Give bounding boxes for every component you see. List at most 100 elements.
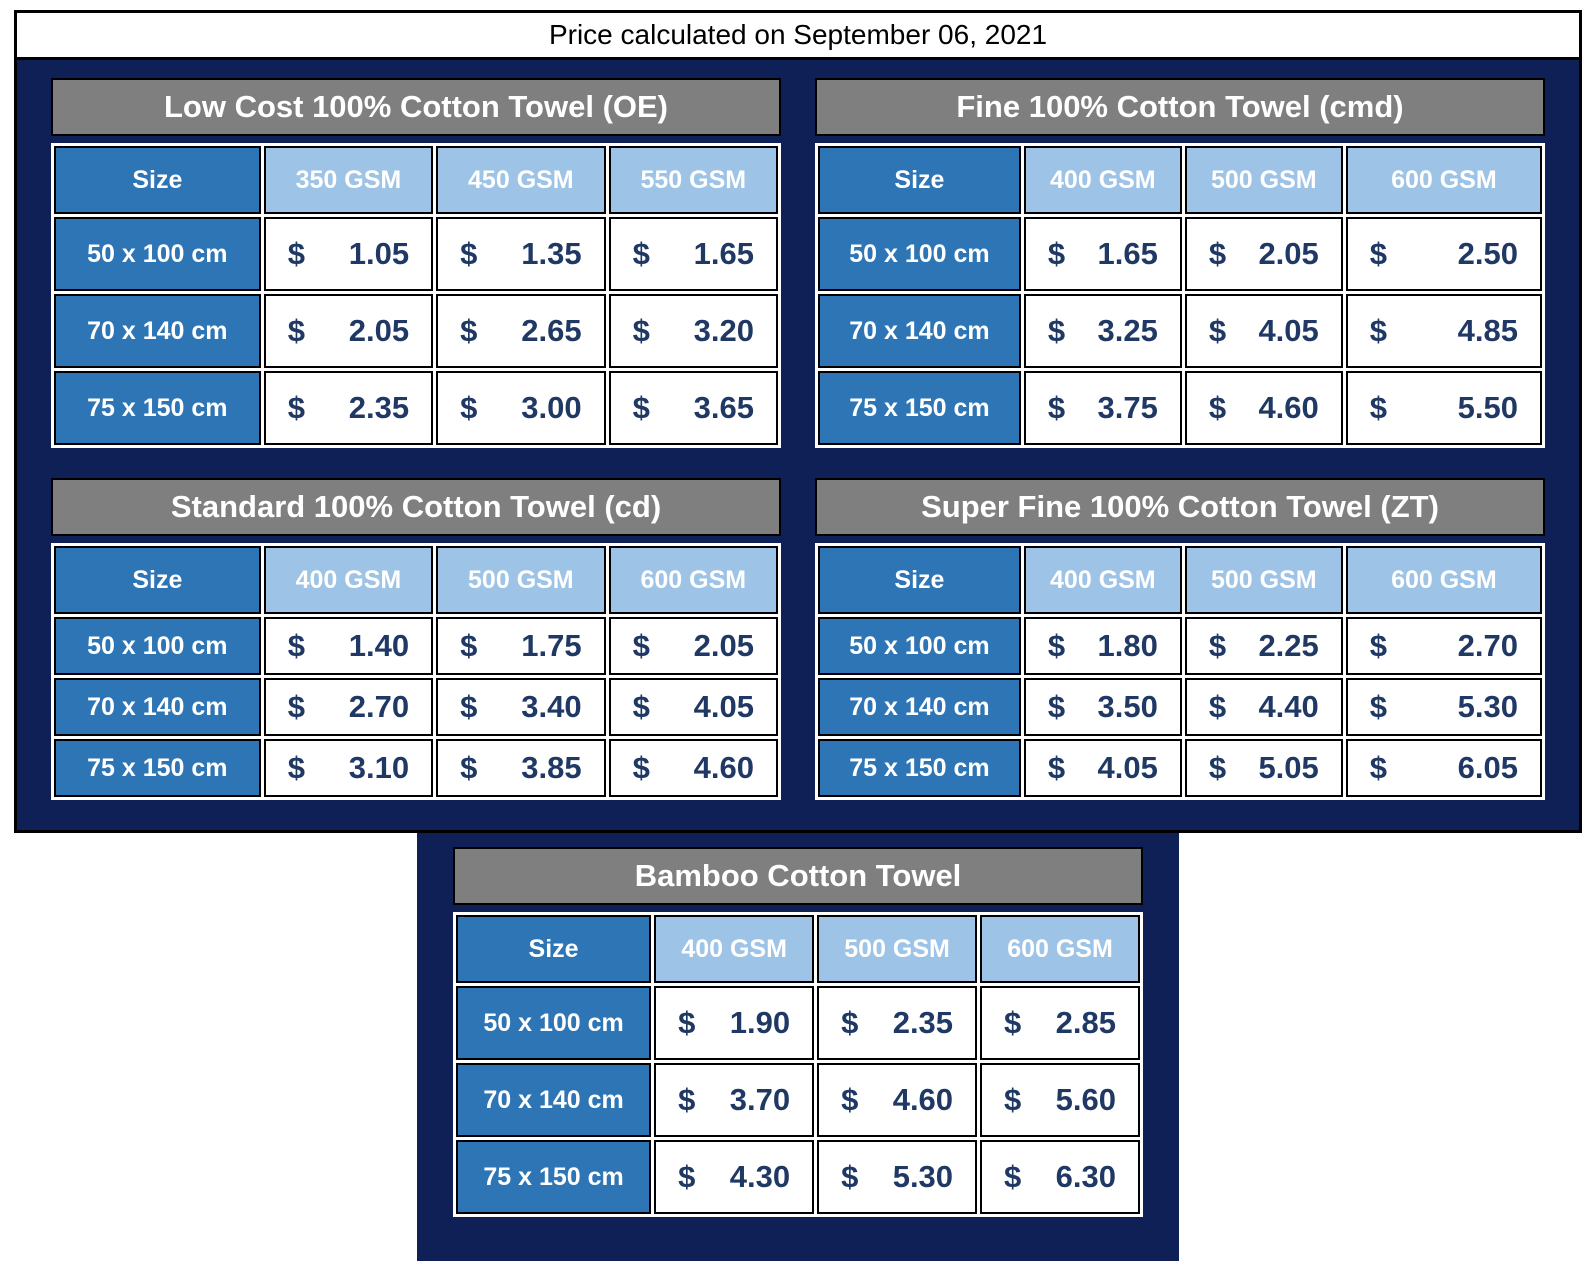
price-cell: $5.30 [1345,678,1542,736]
currency-symbol: $ [460,390,478,425]
currency-symbol: $ [287,750,305,785]
gsm-column-header: 450 GSM [436,146,606,214]
price-value: 4.60 [892,1082,954,1117]
price-cell: $1.35 [436,217,606,291]
size-cell: 70 x 140 cm [818,678,1021,736]
price-value: 4.05 [1258,313,1319,348]
price-cell: $2.85 [980,986,1140,1060]
gsm-column-header: 600 GSM [1345,146,1542,214]
currency-symbol: $ [460,750,478,785]
currency-symbol: $ [678,1005,696,1040]
price-cell: $3.20 [608,294,778,368]
size-cell: 75 x 150 cm [818,371,1021,445]
price-value: 3.70 [729,1082,791,1117]
price-cell: $4.60 [1184,371,1343,445]
table-title: Super Fine 100% Cotton Towel (ZT) [815,478,1545,536]
currency-symbol: $ [841,1159,859,1194]
price-value: 3.65 [693,390,754,425]
currency-symbol: $ [841,1082,859,1117]
table-fine-cotton: Fine 100% Cotton Towel (cmd) Size 400 GSM 5… [815,78,1545,448]
gsm-column-header: 400 GSM [1023,146,1182,214]
size-column-header: Size [818,146,1021,214]
price-value: 2.65 [521,313,582,348]
currency-symbol: $ [1369,689,1388,724]
price-value: 4.85 [1457,313,1518,348]
price-value: 2.05 [1258,236,1319,271]
currency-symbol: $ [1004,1005,1022,1040]
gsm-column-header: 600 GSM [608,546,778,614]
price-grid: Size 400 GSM 500 GSM 600 GSM 50 x 100 cm $1.9… [453,912,1143,1217]
table-super-fine-cotton: Super Fine 100% Cotton Towel (ZT) Size 400… [815,478,1545,800]
size-cell: 75 x 150 cm [54,739,261,797]
size-cell: 50 x 100 cm [54,217,261,291]
price-cell: $2.50 [1345,217,1542,291]
price-cell: $1.65 [1023,217,1182,291]
size-column-header: Size [54,146,261,214]
price-value: 4.05 [693,689,754,724]
currency-symbol: $ [287,313,305,348]
currency-symbol: $ [460,236,478,271]
gsm-column-header: 500 GSM [817,915,978,983]
currency-symbol: $ [1208,313,1227,348]
price-cell: $1.80 [1023,617,1182,675]
price-value: 5.50 [1457,390,1518,425]
price-cell: $5.30 [817,1140,978,1214]
price-value: 3.85 [521,750,582,785]
table-title: Fine 100% Cotton Towel (cmd) [815,78,1545,136]
currency-symbol: $ [1208,390,1227,425]
table-title: Standard 100% Cotton Towel (cd) [51,478,781,536]
size-cell: 75 x 150 cm [54,371,261,445]
table-title: Low Cost 100% Cotton Towel (OE) [51,78,781,136]
price-value: 2.70 [348,689,410,724]
price-value: 3.50 [1097,689,1158,724]
price-value: 3.25 [1097,313,1158,348]
price-value: 2.50 [1457,236,1518,271]
date-banner: Price calculated on September 06, 2021 [14,10,1582,60]
price-cell: $4.60 [817,1063,978,1137]
price-cell: $1.05 [263,217,434,291]
size-cell: 50 x 100 cm [54,617,261,675]
size-cell: 50 x 100 cm [818,617,1021,675]
price-value: 5.30 [1457,689,1518,724]
currency-symbol: $ [1047,390,1066,425]
currency-symbol: $ [632,689,650,724]
gsm-column-header: 500 GSM [1184,146,1343,214]
price-value: 3.40 [521,689,582,724]
currency-symbol: $ [1369,313,1388,348]
price-cell: $1.90 [654,986,815,1060]
gsm-column-header: 550 GSM [608,146,778,214]
price-value: 6.05 [1457,750,1518,785]
price-value: 2.35 [348,390,410,425]
price-cell: $3.70 [654,1063,815,1137]
size-cell: 50 x 100 cm [818,217,1021,291]
price-cell: $6.05 [1345,739,1542,797]
price-cell: $3.00 [436,371,606,445]
gsm-column-header: 600 GSM [1345,546,1542,614]
bamboo-panel: Bamboo Cotton Towel Size 400 GSM 500 GSM 600… [417,833,1179,1261]
size-cell: 70 x 140 cm [456,1063,652,1137]
price-grid: Size 350 GSM 450 GSM 550 GSM 50 x 100 cm $1.0… [51,143,781,448]
size-cell: 70 x 140 cm [54,294,261,368]
main-board: Low Cost 100% Cotton Towel (OE) Size 350 G… [14,60,1582,833]
price-value: 2.35 [892,1005,954,1040]
size-column-header: Size [54,546,261,614]
gsm-column-header: 500 GSM [1184,546,1343,614]
price-value: 1.65 [693,236,754,271]
gsm-column-header: 600 GSM [980,915,1140,983]
currency-symbol: $ [841,1005,859,1040]
price-value: 2.70 [1457,628,1518,663]
price-cell: $3.85 [436,739,606,797]
price-cell: $4.40 [1184,678,1343,736]
currency-symbol: $ [632,236,650,271]
size-column-header: Size [818,546,1021,614]
price-value: 4.60 [693,750,754,785]
price-cell: $3.10 [263,739,434,797]
price-value: 5.05 [1258,750,1319,785]
price-value: 4.40 [1258,689,1319,724]
table-bamboo-cotton: Bamboo Cotton Towel Size 400 GSM 500 GSM 600… [453,847,1143,1217]
price-cell: $4.05 [1184,294,1343,368]
price-cell: $2.35 [817,986,978,1060]
price-value: 1.75 [521,628,582,663]
price-cell: $4.05 [1023,739,1182,797]
price-value: 1.90 [729,1005,791,1040]
